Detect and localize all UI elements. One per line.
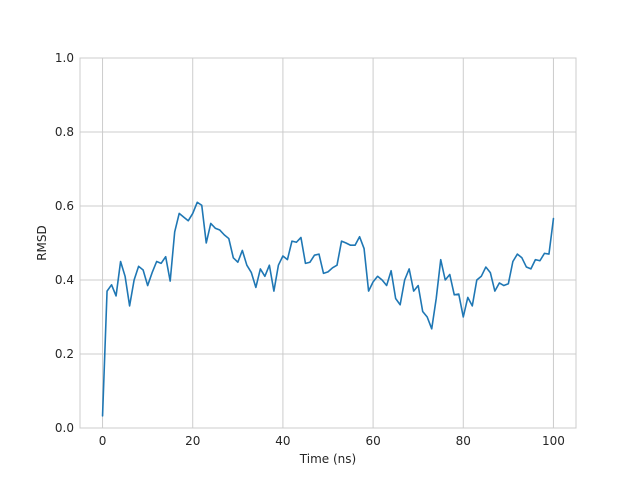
plot-frame (79, 57, 577, 429)
x-tick-label: 40 (275, 434, 290, 448)
y-tick-label: 0.4 (55, 273, 74, 287)
x-tick-label: 0 (99, 434, 107, 448)
y-tick-label: 0.2 (55, 347, 74, 361)
y-tick-label: 1.0 (55, 51, 74, 65)
series-layer (101, 201, 555, 417)
x-tick-label: 60 (365, 434, 380, 448)
rmsd-series-line (101, 201, 555, 417)
x-axis-label: Time (ns) (299, 452, 356, 466)
x-tick-label: 80 (456, 434, 471, 448)
plot-background (80, 58, 576, 428)
y-axis-label: RMSD (35, 225, 49, 261)
y-tick-label: 0.8 (55, 125, 74, 139)
y-tick-label: 0.6 (55, 199, 74, 213)
x-tick-label: 100 (542, 434, 565, 448)
x-tick-label: 20 (185, 434, 200, 448)
tick-labels: 0 20 40 60 80 100 0.0 0.2 0.4 0.6 0.8 1.0 (55, 51, 565, 448)
y-tick-label: 0.0 (55, 421, 74, 435)
